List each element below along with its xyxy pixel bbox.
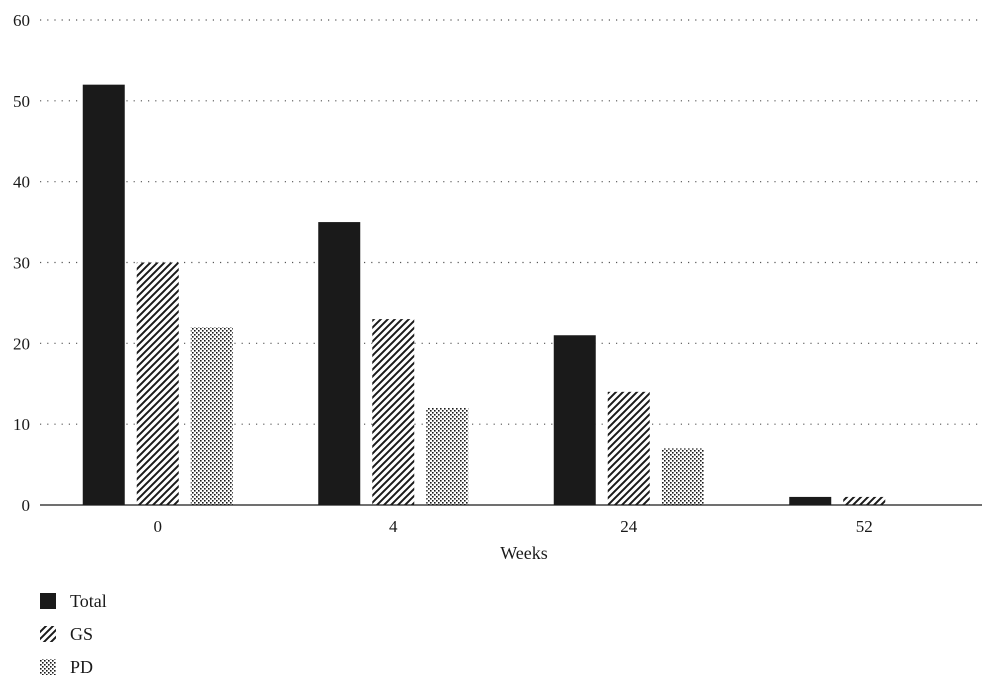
bar-total-week-52 — [789, 496, 832, 505]
y-tick-label: 50 — [13, 92, 30, 111]
bar-total-week-0 — [82, 84, 125, 506]
legend-swatch-gs — [40, 626, 56, 642]
x-tick-label: 4 — [389, 517, 398, 536]
x-axis-title: Weeks — [500, 543, 548, 563]
legend-label-gs: GS — [70, 624, 93, 644]
bar-gs-week-24 — [607, 391, 650, 505]
bar-pd-week-0 — [190, 327, 233, 505]
bar-gs-week-4 — [372, 319, 415, 505]
legend-swatch-total — [40, 593, 56, 609]
bar-total-week-4 — [318, 222, 361, 506]
x-tick-label: 0 — [154, 517, 163, 536]
legend-label-pd: PD — [70, 657, 93, 677]
legend-swatch-pd — [40, 659, 56, 675]
bar-pd-week-4 — [426, 408, 469, 505]
y-tick-label: 10 — [13, 415, 30, 434]
y-tick-label: 30 — [13, 254, 30, 273]
y-tick-label: 20 — [13, 334, 30, 353]
legend-label-total: Total — [70, 591, 107, 611]
y-tick-label: 0 — [22, 496, 31, 515]
bars — [82, 84, 886, 506]
bar-pd-week-24 — [661, 448, 704, 505]
x-axis-ticks: 0 4 24 52 — [154, 517, 873, 536]
gridlines — [40, 19, 982, 425]
bar-gs-week-52 — [843, 496, 886, 505]
y-tick-label: 40 — [13, 173, 30, 192]
x-tick-label: 24 — [620, 517, 638, 536]
y-axis-ticks: 0 10 20 30 40 50 60 — [13, 11, 30, 515]
legend: Total GS PD — [40, 591, 107, 677]
bar-gs-week-0 — [136, 262, 179, 505]
y-tick-label: 60 — [13, 11, 30, 30]
x-tick-label: 52 — [856, 517, 873, 536]
bar-total-week-24 — [553, 335, 596, 505]
